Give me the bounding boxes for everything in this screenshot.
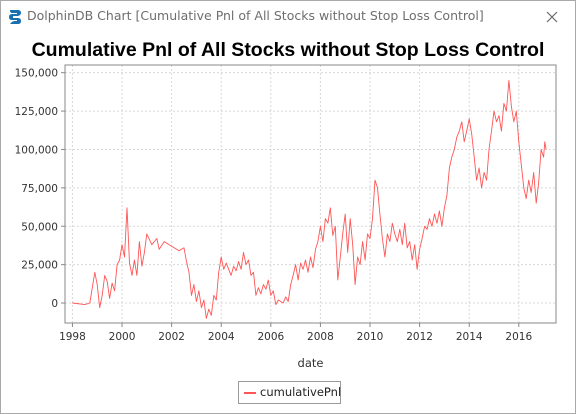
y-tick-label: 0 <box>51 298 58 310</box>
y-tick-label: 125,000 <box>15 106 58 118</box>
grid-lines <box>65 65 556 323</box>
x-tick-label: 2004 <box>208 331 235 343</box>
series-line-cumulativePnl <box>72 79 547 319</box>
y-tick-label: 75,000 <box>21 183 58 195</box>
legend-label-cumulativePnl: cumulativePnl <box>260 385 342 399</box>
y-axis-ticks: 150,000 125,000 100,000 75,000 50,000 25,000 0 <box>15 68 65 310</box>
dolphindb-logo-icon <box>9 10 21 24</box>
legend-swatch-cumulativePnl <box>244 392 256 394</box>
x-tick-label: 2010 <box>357 331 384 343</box>
x-axis-ticks: 1998 2000 2002 2004 2006 2008 2010 2012 2014 2016 <box>59 323 532 343</box>
legend: cumulativePnl <box>238 381 341 404</box>
y-tick-label: 150,000 <box>15 68 58 80</box>
x-axis-label: date <box>298 356 324 370</box>
plot-area-border <box>64 64 557 324</box>
close-icon[interactable] <box>541 7 563 27</box>
y-tick-label: 50,000 <box>21 221 58 233</box>
y-tick-label: 100,000 <box>15 144 58 156</box>
x-tick-label: 2008 <box>307 331 334 343</box>
y-tick-label: 25,000 <box>21 260 58 272</box>
x-tick-label: 2016 <box>505 331 532 343</box>
x-tick-label: 2014 <box>456 331 483 343</box>
x-tick-label: 2012 <box>406 331 433 343</box>
x-tick-label: 2000 <box>109 331 136 343</box>
x-tick-label: 2006 <box>257 331 284 343</box>
x-tick-label: 1998 <box>59 331 86 343</box>
chart-title: Cumulative Pnl of All Stocks without Sto… <box>31 39 545 61</box>
window-title: DolphinDB Chart [Cumulative Pnl of All S… <box>27 8 484 23</box>
x-tick-label: 2002 <box>158 331 185 343</box>
title-bar[interactable]: DolphinDB Chart [Cumulative Pnl of All S… <box>1 1 575 31</box>
